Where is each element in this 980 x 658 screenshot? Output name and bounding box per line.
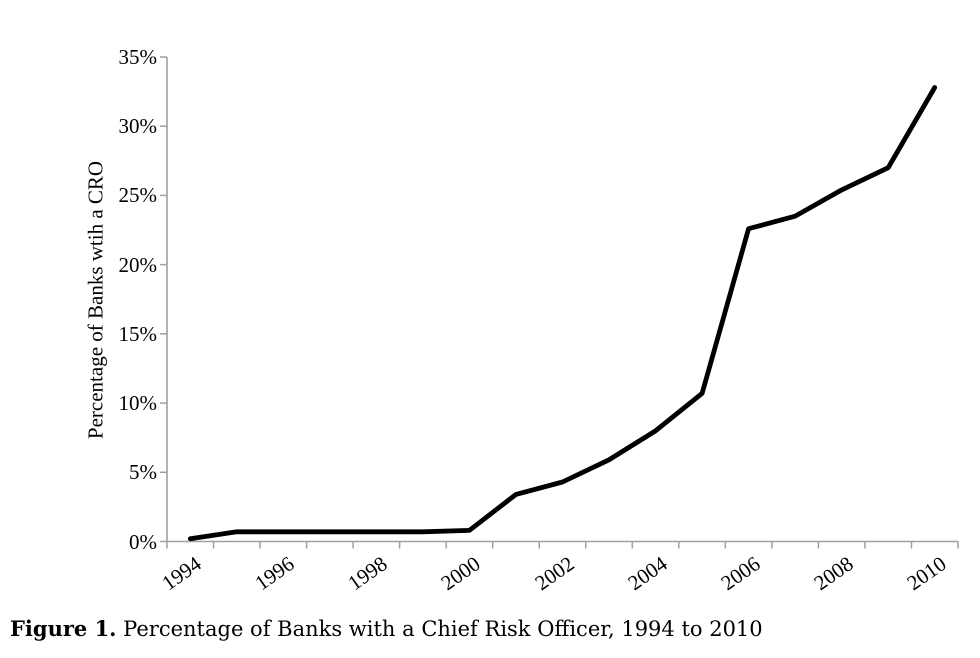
figure-caption: Figure 1. Percentage of Banks with a Chi… xyxy=(10,616,763,642)
y-tick-label: 35% xyxy=(118,45,158,69)
y-tick-label: 5% xyxy=(129,460,157,485)
y-tick-label: 25% xyxy=(118,183,158,208)
y-tick-label: 30% xyxy=(118,114,158,139)
line-chart-canvas xyxy=(160,56,959,549)
y-tick-label: 20% xyxy=(118,252,158,277)
figure-number: Figure 1. xyxy=(10,616,117,641)
y-tick-label: 0% xyxy=(129,529,157,554)
y-tick-label: 10% xyxy=(118,391,158,416)
y-tick-label: 15% xyxy=(118,321,158,346)
cro-percentage-line xyxy=(187,85,938,542)
figure-caption-text: Percentage of Banks with a Chief Risk Of… xyxy=(116,617,763,641)
